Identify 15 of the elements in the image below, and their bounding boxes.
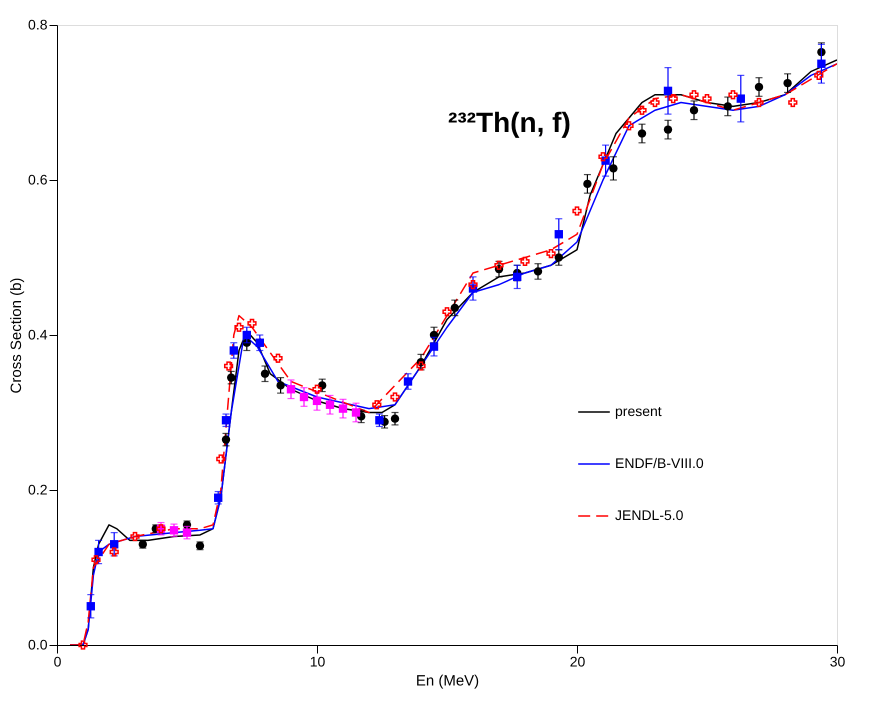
y-tick-label: 0.6 [28, 172, 48, 188]
y-tick-label: 0.8 [28, 16, 48, 32]
text: ²³²Th(n, f) [448, 107, 571, 138]
y-axis-title: Cross Section (b) [8, 278, 26, 394]
y-tick-label: 0.2 [28, 482, 48, 498]
x-tick-label: 30 [830, 654, 846, 670]
y-tick-label: 0.0 [28, 636, 48, 652]
x-tick-label: 10 [310, 654, 326, 670]
y-tick-label: 0.4 [28, 326, 48, 342]
legend-label: JENDL-5.0 [615, 507, 684, 523]
legend-label: ENDF/B-VIII.0 [615, 455, 704, 471]
legend-label: present [615, 403, 662, 419]
x-axis-title: En (MeV) [416, 672, 480, 690]
x-tick-label: 0 [54, 654, 62, 670]
x-tick-label: 20 [570, 654, 586, 670]
